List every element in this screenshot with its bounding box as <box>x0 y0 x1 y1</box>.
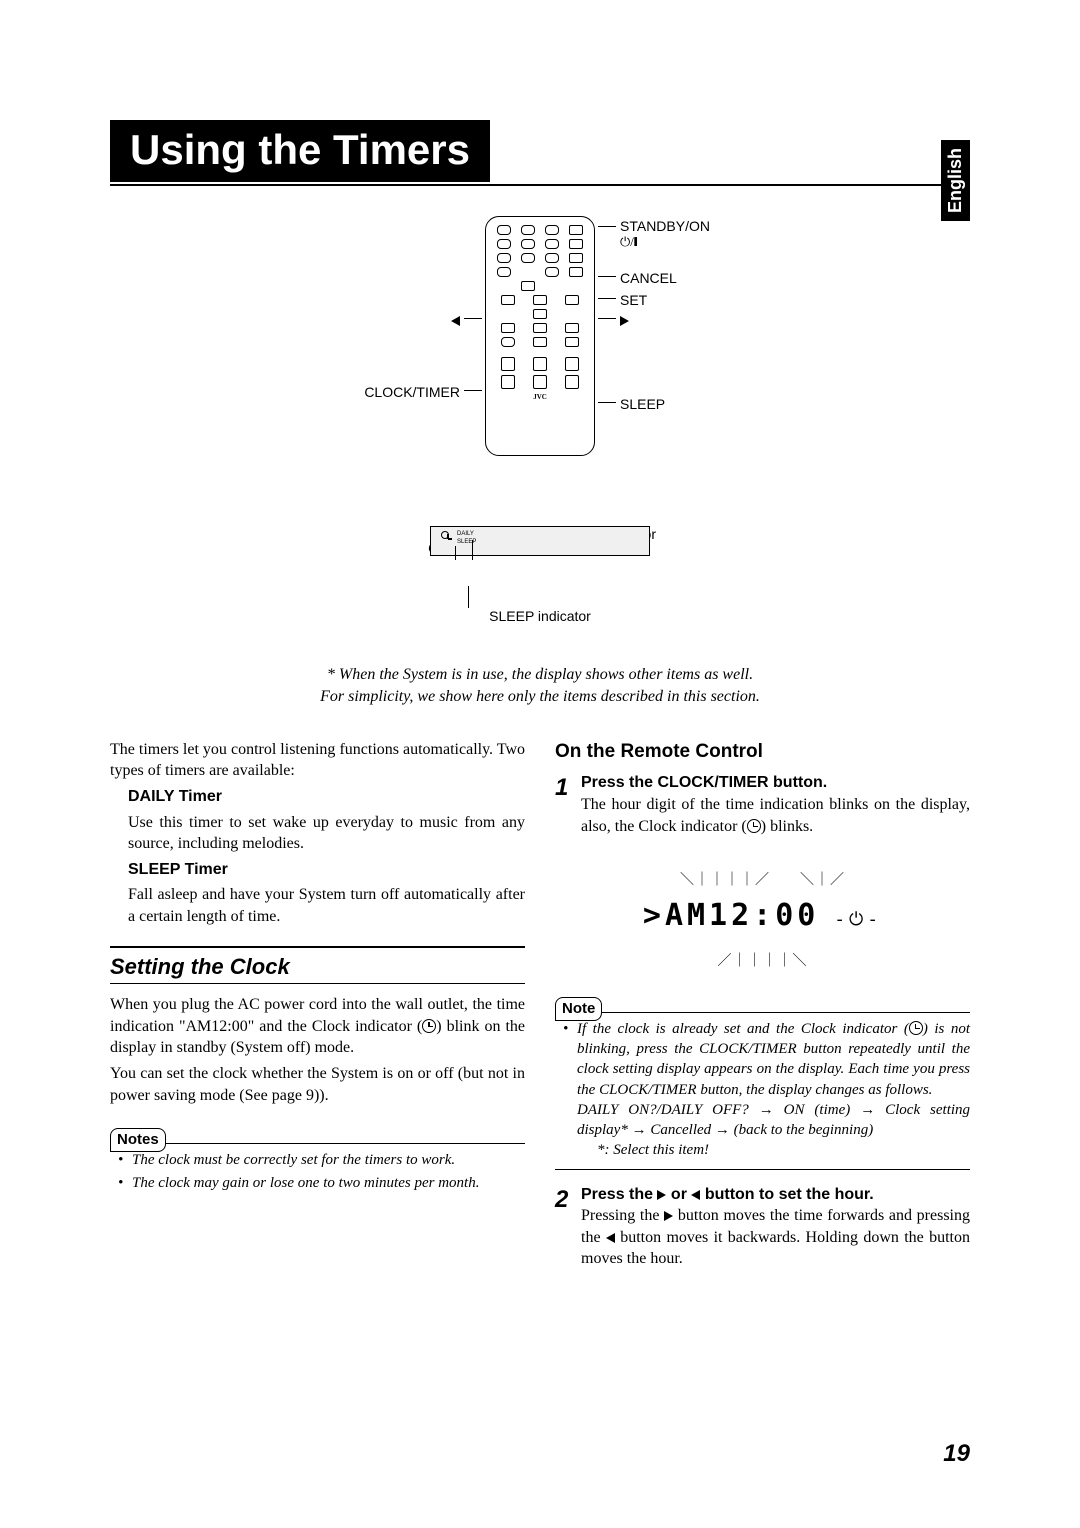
setting-clock-p2: You can set the clock whether the System… <box>110 1063 525 1106</box>
intro-text: The timers let you control listening fun… <box>110 739 525 782</box>
daily-timer-body: Use this timer to set wake up everyday t… <box>110 812 525 855</box>
label-set: SET <box>620 292 647 308</box>
note-label: Note <box>555 997 602 1021</box>
label-right-arrow <box>620 312 629 328</box>
power-icon: ⏻/❙ <box>620 234 638 250</box>
on-remote-heading: On the Remote Control <box>555 739 970 765</box>
setting-clock-p1: When you plug the AC power cord into the… <box>110 994 525 1059</box>
step1-body: The hour digit of the time indication bl… <box>581 794 970 837</box>
language-tab: English <box>941 140 970 221</box>
step1-title: Press the CLOCK/TIMER button. <box>581 772 970 794</box>
step-2: 2 Press the or button to set the hour. P… <box>555 1184 970 1274</box>
label-sleep-indicator: SLEEP indicator <box>489 608 591 624</box>
remote-diagram: JVC STANDBY/ON ⏻/❙ CANCEL SET SLEEP CLOC… <box>110 216 970 496</box>
page-title: Using the Timers <box>110 120 490 182</box>
remote-outline: JVC <box>485 216 595 456</box>
figure-caption: * When the System is in use, the display… <box>110 664 970 709</box>
daily-timer-heading: DAILY Timer <box>128 788 222 805</box>
left-column: The timers let you control listening fun… <box>110 739 525 1274</box>
label-cancel: CANCEL <box>620 270 677 286</box>
page-number: 19 <box>943 1440 970 1468</box>
clock-icon <box>909 1021 923 1035</box>
indicator-diagram: DAILY indicator Clock indicator DAILY SL… <box>110 526 970 646</box>
indicator-box: DAILY SLEEP <box>430 526 650 556</box>
sleep-timer-body: Fall asleep and have your System turn of… <box>110 884 525 927</box>
lcd-display: ＼｜｜｜｜／ ＼｜／ >AM12:00 -⏻- ／｜｜｜｜＼ <box>555 855 970 977</box>
clock-icon <box>747 819 761 833</box>
sleep-timer-heading: SLEEP Timer <box>128 861 228 878</box>
title-underline <box>110 184 970 186</box>
step2-body: Pressing the button moves the time forwa… <box>581 1205 970 1270</box>
notes-list: The clock must be correctly set for the … <box>110 1150 525 1193</box>
label-clock-timer: CLOCK/TIMER <box>364 384 460 400</box>
clock-icon <box>422 1019 436 1033</box>
notes-label: Notes <box>110 1128 166 1152</box>
label-standby: STANDBY/ON <box>620 218 710 234</box>
step-1: 1 Press the CLOCK/TIMER button. The hour… <box>555 772 970 841</box>
note-body: If the clock is already set and the Cloc… <box>555 1019 970 1161</box>
setting-clock-heading: Setting the Clock <box>110 946 525 985</box>
right-column: On the Remote Control 1 Press the CLOCK/… <box>555 739 970 1274</box>
step2-title: Press the or button to set the hour. <box>581 1184 970 1206</box>
label-left-arrow <box>451 312 460 328</box>
label-sleep: SLEEP <box>620 396 665 412</box>
